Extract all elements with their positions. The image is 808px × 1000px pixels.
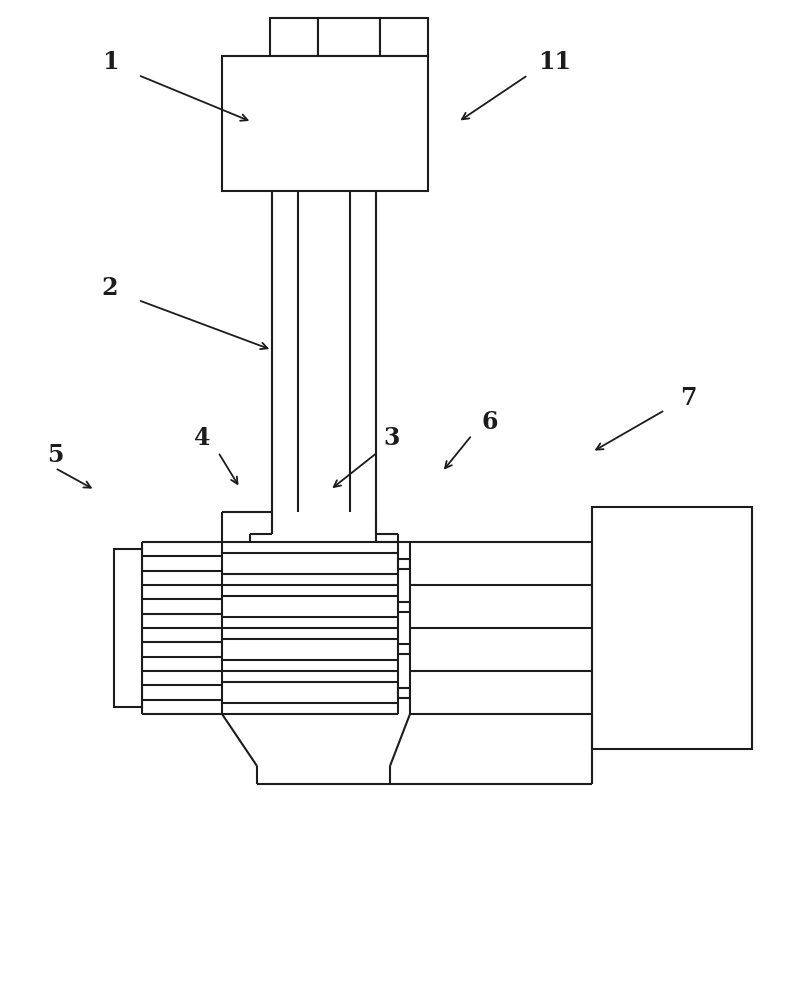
Bar bbox=[222, 56, 428, 191]
Bar bbox=[114, 549, 142, 707]
Bar bbox=[398, 558, 410, 568]
Bar bbox=[410, 542, 592, 714]
Text: 4: 4 bbox=[194, 426, 210, 450]
Text: 7: 7 bbox=[680, 386, 696, 410]
Bar bbox=[380, 18, 428, 56]
Text: 6: 6 bbox=[482, 410, 499, 434]
Bar bbox=[270, 18, 318, 56]
Text: 5: 5 bbox=[47, 443, 63, 467]
Bar bbox=[398, 688, 410, 698]
Bar bbox=[398, 644, 410, 654]
Text: 1: 1 bbox=[102, 50, 118, 74]
Bar bbox=[398, 601, 410, 611]
Text: 3: 3 bbox=[384, 426, 400, 450]
Bar bbox=[318, 18, 380, 56]
Text: 11: 11 bbox=[538, 50, 571, 74]
Text: 2: 2 bbox=[102, 276, 118, 300]
Bar bbox=[592, 507, 752, 749]
